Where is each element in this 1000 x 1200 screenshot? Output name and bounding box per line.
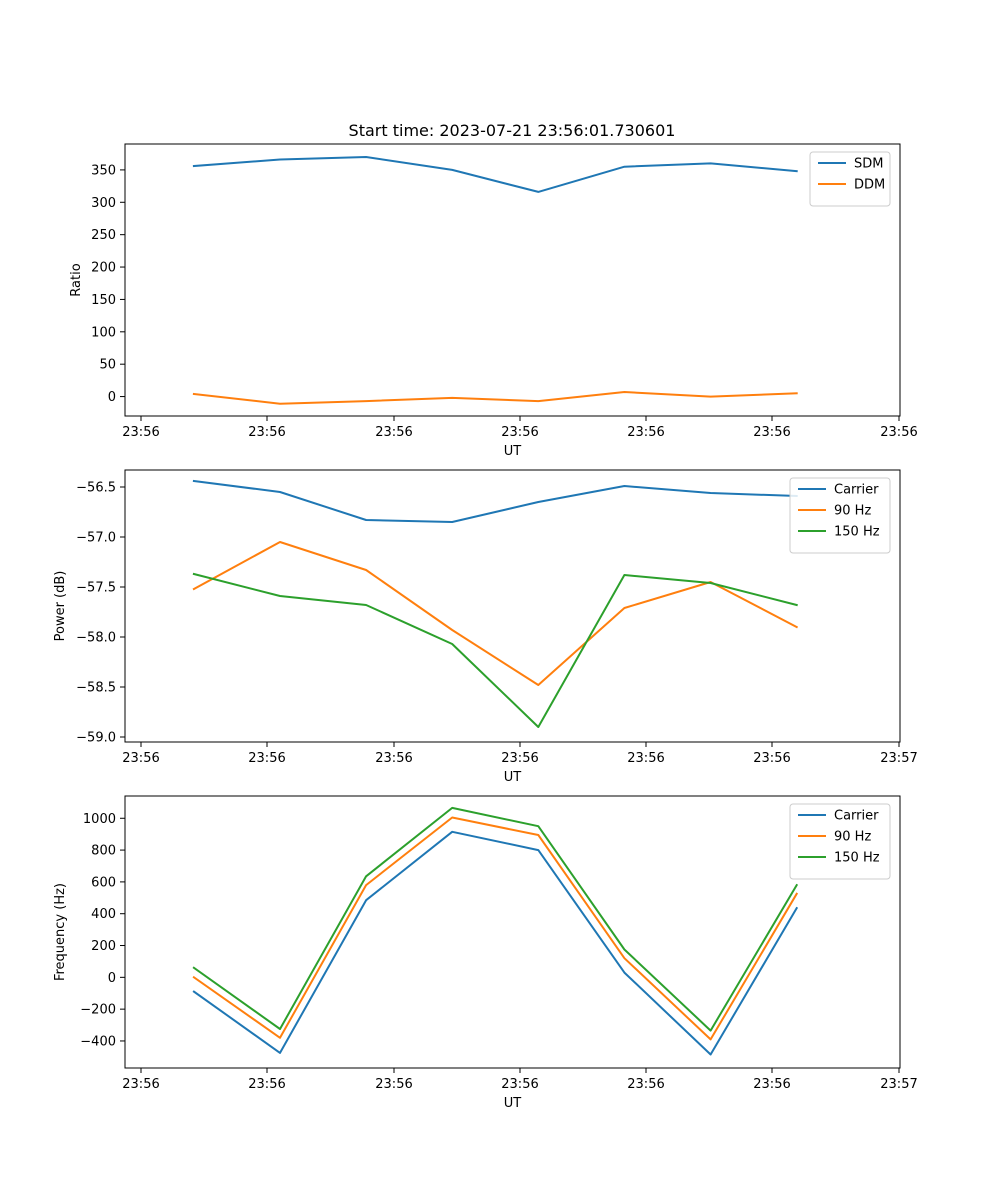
chart-panel-1: 23:56 23:56 23:56 23:56 23:56 23:56 23:56 0 50 10… [69, 143, 918, 459]
legend-label: SDM [854, 157, 883, 172]
x-tick-label: 23:56 [627, 751, 664, 766]
x-tick-label: 23:56 [375, 1077, 412, 1092]
x-tick-label: 23:56 [627, 1077, 664, 1092]
legend: Carrier 90 Hz 150 Hz [789, 803, 891, 880]
legend-label: 90 Hz [834, 830, 871, 845]
y-tick-label: 800 [91, 844, 116, 859]
y-tick-label: −59.0 [76, 731, 116, 746]
y-tick-label: 0 [108, 971, 116, 986]
x-tick-label: 23:56 [753, 751, 790, 766]
y-tick-label: −57.5 [76, 581, 116, 596]
x-tick-label: 23:56 [248, 751, 285, 766]
x-axis-label: UT [504, 444, 522, 459]
y-tick-label: −56.5 [76, 481, 116, 496]
legend-label: Carrier [834, 483, 879, 498]
axes-frame [124, 469, 901, 743]
legend-label: 90 Hz [834, 504, 871, 519]
x-tick-label: 23:57 [880, 1077, 917, 1092]
legend-label: 150 Hz [834, 851, 880, 866]
series-line-ddm [192, 391, 798, 405]
x-tick-label: 23:56 [122, 425, 159, 440]
y-tick-label: −58.0 [76, 631, 116, 646]
x-tick-label: 23:56 [753, 1077, 790, 1092]
y-tick-label: −200 [80, 1003, 116, 1018]
x-tick-label: 23:56 [501, 1077, 538, 1092]
y-axis-label: Frequency (Hz) [53, 883, 68, 981]
x-tick-label: 23:56 [753, 425, 790, 440]
x-tick-label: 23:56 [122, 751, 159, 766]
y-tick-label: 250 [91, 228, 116, 243]
x-tick-label: 23:56 [248, 1077, 285, 1092]
x-tick-label: 23:56 [248, 425, 285, 440]
x-axis-label: UT [504, 770, 522, 785]
x-tick-label: 23:56 [627, 425, 664, 440]
series-line-90-hz [192, 541, 799, 686]
y-tick-label: 0 [108, 390, 116, 405]
chart-panel-3: 23:56 23:56 23:56 23:56 23:56 23:56 23:57 −400 −… [53, 795, 918, 1111]
y-tick-label: −58.5 [76, 681, 116, 696]
y-axis-label: Power (dB) [53, 571, 68, 642]
series-line-90-hz [192, 816, 799, 1041]
x-tick-label: 23:56 [501, 425, 538, 440]
x-tick-label: 23:56 [501, 751, 538, 766]
y-tick-label: 300 [91, 196, 116, 211]
y-axis-label: Ratio [69, 263, 84, 296]
x-tick-label: 23:56 [122, 1077, 159, 1092]
y-tick-label: 200 [91, 261, 116, 276]
axes-frame [124, 143, 901, 417]
x-axis-label: UT [504, 1096, 522, 1111]
legend: SDM DDM [809, 151, 891, 207]
legend-label: 150 Hz [834, 525, 880, 540]
series-line-carrier [192, 479, 798, 523]
legend-label: Carrier [834, 809, 879, 824]
y-tick-label: 350 [91, 163, 116, 178]
x-tick-label: 23:57 [880, 751, 917, 766]
series-line-carrier [192, 830, 799, 1056]
y-tick-label: 100 [91, 325, 116, 340]
x-tick-label: 23:56 [375, 425, 412, 440]
series-line-150-hz [192, 806, 799, 1032]
legend-box [789, 477, 891, 554]
series-line-sdm [192, 156, 798, 193]
legend: Carrier 90 Hz 150 Hz [789, 477, 891, 554]
series-line-150-hz [192, 572, 798, 728]
x-tick-label: 23:56 [375, 751, 412, 766]
legend-box [809, 151, 891, 207]
y-tick-label: 200 [91, 939, 116, 954]
y-tick-label: 600 [91, 875, 116, 890]
legend-label: DDM [854, 178, 885, 193]
y-tick-label: 150 [91, 293, 116, 308]
y-tick-label: 50 [99, 358, 116, 373]
y-tick-label: −57.0 [76, 531, 116, 546]
y-tick-label: 1000 [83, 812, 116, 827]
chart-panel-2: 23:56 23:56 23:56 23:56 23:56 23:56 23:57 −59.0… [53, 469, 918, 785]
figure-title: Start time: 2023-07-21 23:56:01.730601 [349, 121, 676, 140]
axes-frame [124, 795, 901, 1069]
x-tick-label: 23:56 [880, 425, 917, 440]
legend-box [789, 803, 891, 880]
y-tick-label: −400 [80, 1034, 116, 1049]
y-tick-label: 400 [91, 907, 116, 922]
